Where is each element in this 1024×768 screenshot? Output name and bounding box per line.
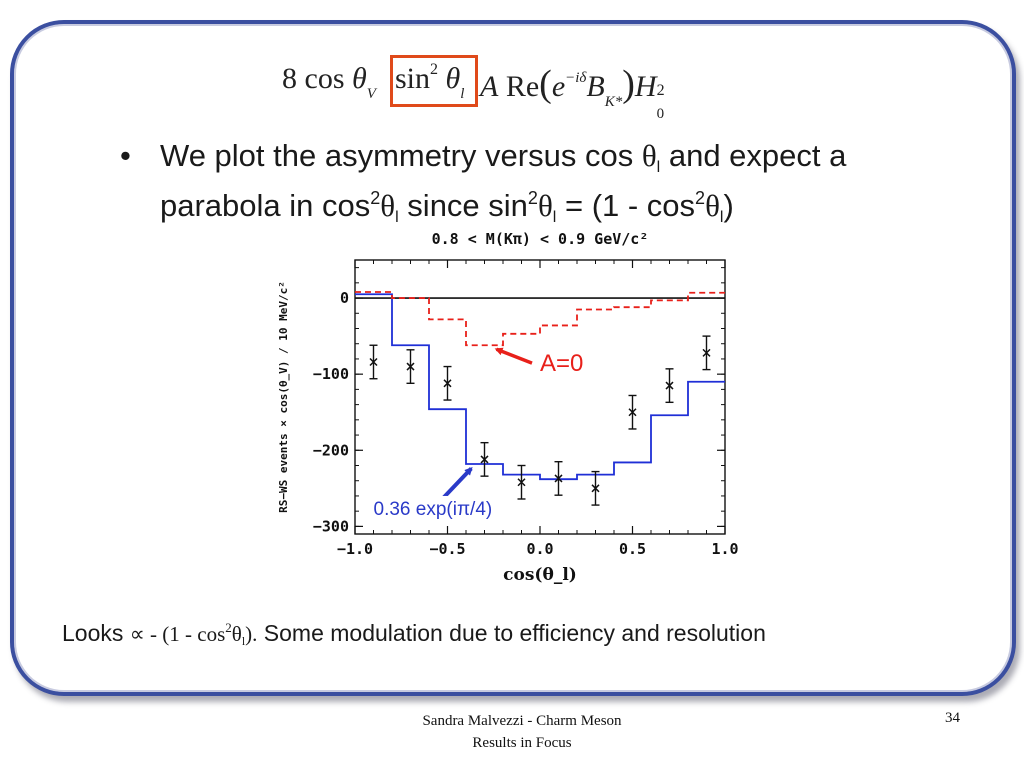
data-point: [517, 478, 526, 487]
footer-author: Sandra Malvezzi - Charm Meson Results in…: [352, 710, 692, 754]
y-tick-label: −200: [313, 441, 349, 459]
data-point: [554, 474, 563, 483]
fit-label-background: [367, 495, 518, 522]
formula-sin-term: sin2 θl: [395, 61, 465, 102]
y-tick-label: −100: [313, 365, 349, 383]
formula-left: 8 cos θV: [282, 62, 376, 102]
data-point: [406, 362, 415, 371]
x-axis-label: cos(θ_l): [503, 565, 577, 585]
a-zero-label: A=0: [540, 350, 583, 377]
x-tick-label: 1.0: [711, 540, 738, 558]
data-point: [702, 348, 711, 357]
data-point: [369, 357, 378, 367]
slide-frame: [10, 20, 1016, 696]
formula: 8 cos θV sin2 θl A Re(e−iδBK*)H 2 0: [282, 58, 742, 122]
bullet-line-2: parabola in cos2θl since sin2θl = (1 - c…: [160, 188, 734, 226]
asymmetry-chart: 0.8 < M(Kπ) < 0.9 GeV/c² −1.0 −0.5 0.0 0.5 1.…: [277, 230, 739, 585]
x-tick-label: −0.5: [429, 540, 465, 558]
a-zero-arrow: [494, 347, 533, 365]
y-tick-label: 0: [340, 289, 349, 307]
page-number: 34: [945, 710, 960, 726]
x-tick-label: −1.0: [337, 540, 373, 558]
footer-line-1: Sandra Malvezzi - Charm Meson: [422, 713, 622, 729]
data-point: [628, 408, 637, 417]
highlight-box: [390, 55, 478, 107]
bullet-marker: •: [120, 138, 131, 173]
footer-line-2: Results in Focus: [472, 735, 572, 751]
a-zero-histogram-line: [355, 291, 725, 347]
chart-title: 0.8 < M(Kπ) < 0.9 GeV/c²: [432, 230, 649, 248]
formula-right: A Re(e−iδBK*)H 2 0: [480, 63, 665, 122]
data-point: [443, 379, 452, 388]
conclusion-text: Looks ∝ - (1 - cos2θl). Some modulation …: [62, 620, 766, 648]
x-tick-label: 0.0: [526, 540, 553, 558]
y-tick-label: −300: [313, 517, 349, 535]
x-tick-label: 0.5: [619, 540, 646, 558]
data-point: [665, 381, 674, 390]
y-axis-label: RS−WS events × cos(θ_V) / 10 MeV/c²: [277, 281, 290, 513]
fit-label: 0.36 exp(iπ/4): [374, 499, 493, 520]
data-point: [591, 484, 600, 493]
data-point: [480, 455, 489, 464]
bullet-line-1: We plot the asymmetry versus cos θl and …: [160, 138, 847, 176]
fit-histogram-line: [355, 293, 725, 481]
